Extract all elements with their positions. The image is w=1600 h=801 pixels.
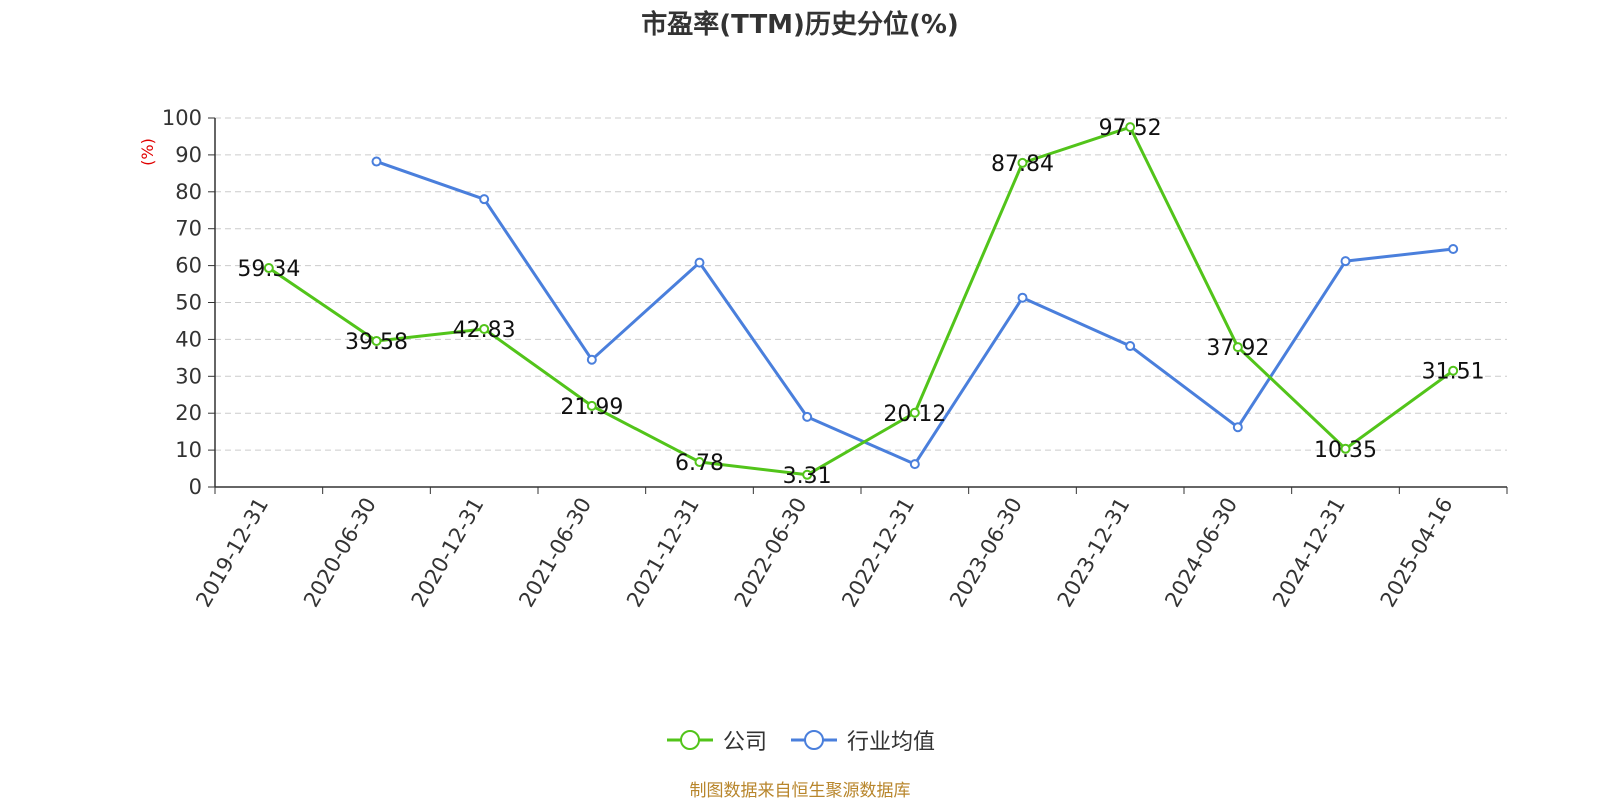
axes: 0 10 20 30 40 50 60 70 80 90 100 (%) 2019-12-31 2020-… — [138, 106, 1508, 612]
data-label: 39.58 — [345, 330, 408, 355]
data-label: 42.83 — [453, 318, 516, 343]
data-label: 97.52 — [1099, 116, 1162, 141]
data-label: 3.31 — [783, 464, 832, 489]
y-tick-label: 70 — [175, 217, 202, 241]
legend: 公司 行业均值 — [0, 722, 1600, 758]
source-footer: 制图数据来自恒生聚源数据库 — [689, 781, 911, 801]
data-point[interactable] — [1448, 365, 1459, 376]
legend-label: 公司 — [722, 730, 767, 755]
data-point[interactable] — [1125, 122, 1136, 133]
data-point[interactable] — [909, 459, 920, 470]
data-point[interactable] — [802, 411, 813, 422]
y-tick-label: 0 — [189, 475, 202, 499]
data-point[interactable] — [1017, 157, 1028, 168]
y-tick-label: 80 — [175, 180, 202, 204]
x-tick-label: 2021-12-31 — [622, 494, 704, 612]
data-point[interactable] — [909, 407, 920, 418]
data-point[interactable] — [479, 323, 490, 334]
legend-line-circle-icon — [666, 730, 713, 750]
legend-item-1[interactable]: 行业均值 — [789, 724, 935, 756]
x-tick-label: 2021-06-30 — [514, 494, 596, 612]
data-point[interactable] — [371, 156, 382, 167]
data-point[interactable] — [802, 469, 813, 480]
data-label: 37.92 — [1206, 336, 1269, 361]
data-point[interactable] — [1232, 342, 1243, 353]
x-tick-label: 2023-12-31 — [1053, 494, 1135, 612]
data-point[interactable] — [694, 257, 705, 268]
data-label: 87.84 — [991, 152, 1054, 177]
x-tick-label: 2020-12-31 — [407, 493, 489, 611]
data-point[interactable] — [1448, 243, 1459, 254]
data-point[interactable] — [263, 263, 274, 274]
data-point[interactable] — [694, 456, 705, 467]
y-tick-label: 10 — [175, 438, 202, 462]
x-tick-label: 2023-06-30 — [945, 494, 1027, 612]
y-tick-label: 60 — [175, 254, 202, 278]
x-tick-label: 2025-04-16 — [1376, 494, 1458, 612]
data-point[interactable] — [1340, 443, 1351, 454]
grid-lines — [215, 117, 1507, 451]
data-label: 6.78 — [675, 451, 724, 476]
x-tick-label: 2020-06-30 — [299, 494, 381, 612]
series-line-0 — [267, 125, 1455, 477]
y-tick-label: 20 — [175, 401, 202, 425]
x-tick-label: 2022-12-31 — [837, 493, 919, 611]
data-labels: 59.34 39.58 42.83 21.99 6.78 3.31 20.12 87.84 97… — [237, 116, 1484, 489]
data-label: 21.99 — [560, 395, 623, 420]
x-tick-label: 2024-06-30 — [1160, 494, 1242, 612]
chart-title: 市盈率(TTM)历史分位(%) — [641, 10, 959, 40]
x-tick-label: 2024-12-31 — [1268, 494, 1350, 612]
data-label: 31.51 — [1422, 360, 1485, 385]
y-tick-label: 90 — [175, 143, 202, 167]
data-point[interactable] — [479, 194, 490, 205]
y-tick-label: 30 — [175, 364, 202, 388]
data-point[interactable] — [586, 354, 597, 365]
y-tick-label: 50 — [175, 291, 202, 315]
data-point[interactable] — [1125, 341, 1136, 352]
x-tick-label: 2022-06-30 — [730, 494, 812, 612]
x-tick-label: 2019-12-31 — [191, 494, 273, 612]
data-point[interactable] — [1017, 292, 1028, 303]
y-tick-label: 40 — [175, 327, 202, 351]
legend-label: 行业均值 — [847, 730, 936, 755]
legend-line-circle-icon — [791, 730, 837, 750]
data-label: 20.12 — [883, 402, 946, 427]
series-layer — [263, 122, 1459, 480]
data-point[interactable] — [1340, 256, 1351, 267]
data-point[interactable] — [371, 335, 382, 346]
data-point[interactable] — [1232, 422, 1243, 433]
legend-item-0[interactable]: 公司 — [665, 724, 767, 756]
y-tick-label: 100 — [162, 106, 202, 130]
data-label: 59.34 — [237, 257, 300, 282]
y-axis-label: (%) — [138, 138, 157, 166]
data-point[interactable] — [586, 400, 597, 411]
data-label: 10.35 — [1314, 438, 1377, 463]
